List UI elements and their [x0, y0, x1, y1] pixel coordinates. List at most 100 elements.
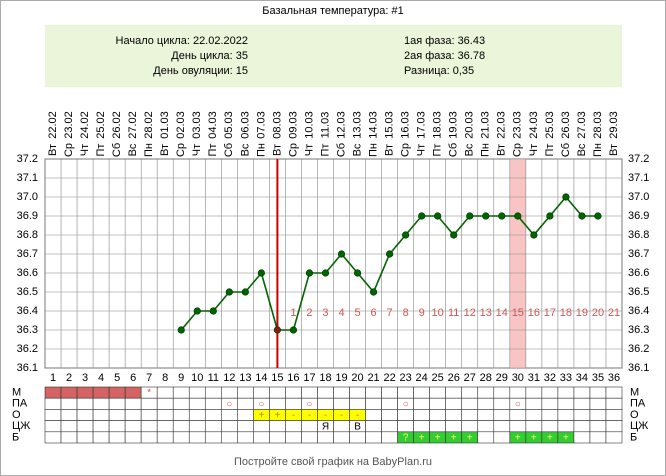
- table-cell: [76, 386, 94, 399]
- table-cell: [557, 420, 575, 433]
- table-cell: [349, 386, 366, 399]
- weekday-label: Вс: [464, 143, 476, 156]
- cell-text: +: [274, 410, 280, 421]
- y-tick-label: 36.9: [17, 210, 38, 222]
- cell-text: +: [435, 433, 441, 444]
- weekday-label: Пн: [143, 143, 155, 157]
- table-cell: [589, 431, 607, 444]
- phase-label: 14: [496, 307, 508, 319]
- y-tick-label-right: 36.5: [628, 286, 649, 298]
- temp-point: [385, 250, 394, 258]
- table-cell: [317, 397, 334, 410]
- table-cell: [237, 397, 254, 410]
- table-cell: [605, 420, 623, 433]
- table-cell: [605, 386, 623, 399]
- weekday-label: Чт: [303, 144, 315, 156]
- cell-text: ?: [403, 433, 409, 444]
- table-cell: [269, 420, 286, 433]
- temp-point: [498, 212, 506, 220]
- cell-text: ○: [226, 399, 232, 410]
- table-cell: [525, 409, 543, 421]
- cell-text: +: [419, 433, 425, 444]
- temp-point: [225, 288, 233, 296]
- table-cell: [605, 409, 623, 421]
- phase-label: 4: [338, 307, 344, 319]
- date-label: 03.03: [191, 111, 203, 139]
- x-tick-label: 25: [432, 372, 444, 384]
- x-tick-label: 18: [319, 372, 331, 384]
- weekday-label: Вс: [127, 143, 139, 156]
- row-label: М: [12, 387, 21, 399]
- cell-text: ○: [306, 399, 312, 410]
- table-cell: [445, 397, 463, 410]
- date-label: 27.02: [127, 111, 139, 139]
- table-cell: [397, 409, 414, 421]
- table-cell: [60, 397, 78, 410]
- weekday-label: Ср: [287, 143, 299, 157]
- y-tick-label: 36.1: [17, 362, 38, 374]
- x-tick-label: 32: [544, 372, 556, 384]
- table-cell: [541, 420, 559, 433]
- table-cell: [541, 386, 559, 399]
- table-cell: [573, 431, 591, 444]
- weekday-label: Вт: [608, 144, 620, 156]
- date-label: 19.03: [448, 111, 460, 139]
- date-label: 26.02: [111, 111, 123, 139]
- table-cell: [44, 431, 62, 444]
- cell-text: -: [324, 410, 327, 421]
- x-tick-label: 16: [287, 372, 299, 384]
- phase-label: 19: [576, 307, 588, 319]
- x-tick-label: 7: [146, 372, 152, 384]
- phase-label: 16: [528, 307, 540, 319]
- weekday-label: Пт: [95, 144, 107, 157]
- table-cell: [381, 420, 398, 433]
- phase-label: 8: [403, 307, 409, 319]
- temp-point: [257, 269, 265, 277]
- date-label: 02.03: [175, 111, 187, 139]
- date-label: 09.03: [287, 111, 299, 139]
- row-label: Б: [12, 431, 19, 443]
- table-cell: [381, 431, 398, 444]
- weekday-label: Вт: [159, 144, 171, 156]
- y-tick-label: 36.8: [17, 229, 38, 241]
- y-tick-label-right: 36.4: [628, 305, 649, 317]
- table-cell: [188, 420, 206, 433]
- phase-label: 15: [512, 307, 524, 319]
- x-tick-label: 4: [98, 372, 104, 384]
- footer: Постройте свой график на BabyPlan.ru: [234, 456, 432, 468]
- date-label: 29.03: [608, 111, 620, 139]
- table-cell: [397, 386, 414, 399]
- table-cell: [365, 397, 382, 410]
- table-cell: [477, 409, 495, 421]
- date-label: 24.03: [528, 111, 540, 139]
- table-cell: [493, 397, 511, 410]
- x-tick-label: 27: [464, 372, 476, 384]
- temp-point: [402, 231, 410, 239]
- y-tick-label-right: 37.2: [628, 153, 649, 165]
- weekday-label: Вс: [239, 143, 251, 156]
- weekday-label: Чт: [191, 144, 203, 156]
- table-cell: [221, 409, 238, 421]
- table-cell: [76, 420, 94, 433]
- table-cell: [60, 409, 78, 421]
- table-cell: [605, 431, 623, 444]
- temp-point: [434, 212, 442, 220]
- date-label: 13.03: [351, 111, 363, 139]
- table-cell: [124, 409, 142, 421]
- table-cell: [381, 409, 398, 421]
- temp-point: [562, 193, 570, 201]
- row-label-right: ПА: [630, 398, 646, 410]
- date-label: 18.03: [432, 111, 444, 139]
- table-cell: [285, 431, 302, 444]
- summary-text: 2ая фаза: 36.78: [404, 50, 485, 62]
- table-cell: [429, 386, 446, 399]
- table-cell: [461, 409, 479, 421]
- table-cell: [204, 386, 222, 399]
- date-label: 26.03: [560, 111, 572, 139]
- table-cell: [573, 397, 591, 410]
- row-label: ЦЖ: [12, 420, 30, 432]
- temp-point: [241, 288, 249, 296]
- weekday-label: Пн: [592, 143, 604, 157]
- temp-point: [321, 269, 330, 277]
- table-cell: [493, 431, 511, 444]
